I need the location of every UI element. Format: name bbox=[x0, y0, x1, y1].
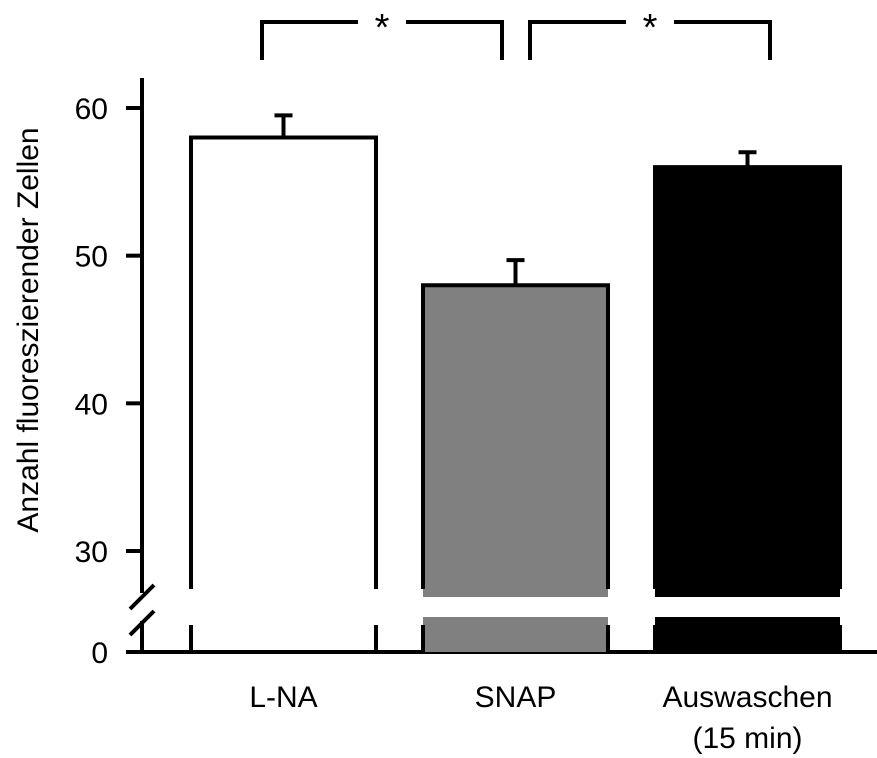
category-label: SNAP bbox=[475, 681, 557, 714]
y-ticks: 60 50 40 30 0 bbox=[75, 93, 142, 670]
bar bbox=[191, 137, 376, 598]
significance-bracket bbox=[674, 20, 772, 60]
category-label: Auswaschen bbox=[662, 681, 832, 714]
error-bars bbox=[274, 113, 757, 286]
axis-break-mark bbox=[128, 583, 156, 611]
y-tick-label: 40 bbox=[75, 388, 108, 421]
significance-bracket bbox=[528, 20, 626, 60]
category-sublabel: (15 min) bbox=[692, 722, 802, 755]
bars bbox=[189, 135, 842, 652]
axis-break-mark bbox=[128, 609, 156, 637]
bar-lower bbox=[423, 617, 608, 652]
significance-bracket bbox=[406, 20, 504, 60]
significance-bracket bbox=[260, 20, 358, 60]
y-tick-label: 30 bbox=[75, 536, 108, 569]
y-tick-label: 60 bbox=[75, 93, 108, 126]
y-tick-label-zero: 0 bbox=[91, 637, 108, 670]
significance-brackets: * * bbox=[260, 7, 772, 60]
category-label: L-NA bbox=[249, 681, 317, 714]
y-axis-label: Anzahl fluoreszierender Zellen bbox=[12, 127, 45, 532]
bar bbox=[655, 167, 840, 598]
bar-outline bbox=[653, 165, 842, 589]
y-tick-label: 50 bbox=[75, 241, 108, 274]
category-labels: L-NA SNAP Auswaschen (15 min) bbox=[249, 681, 832, 755]
significance-star: * bbox=[375, 7, 390, 49]
bar-lower bbox=[655, 617, 840, 652]
bar bbox=[423, 285, 608, 597]
significance-star: * bbox=[643, 7, 658, 49]
